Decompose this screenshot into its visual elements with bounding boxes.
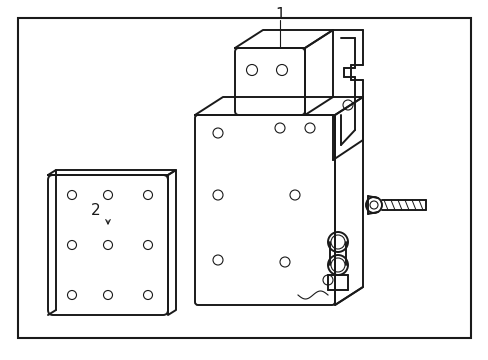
Text: 2: 2 (91, 202, 101, 217)
Bar (18, 18, 470, 338)
Text: 1: 1 (275, 6, 284, 22)
